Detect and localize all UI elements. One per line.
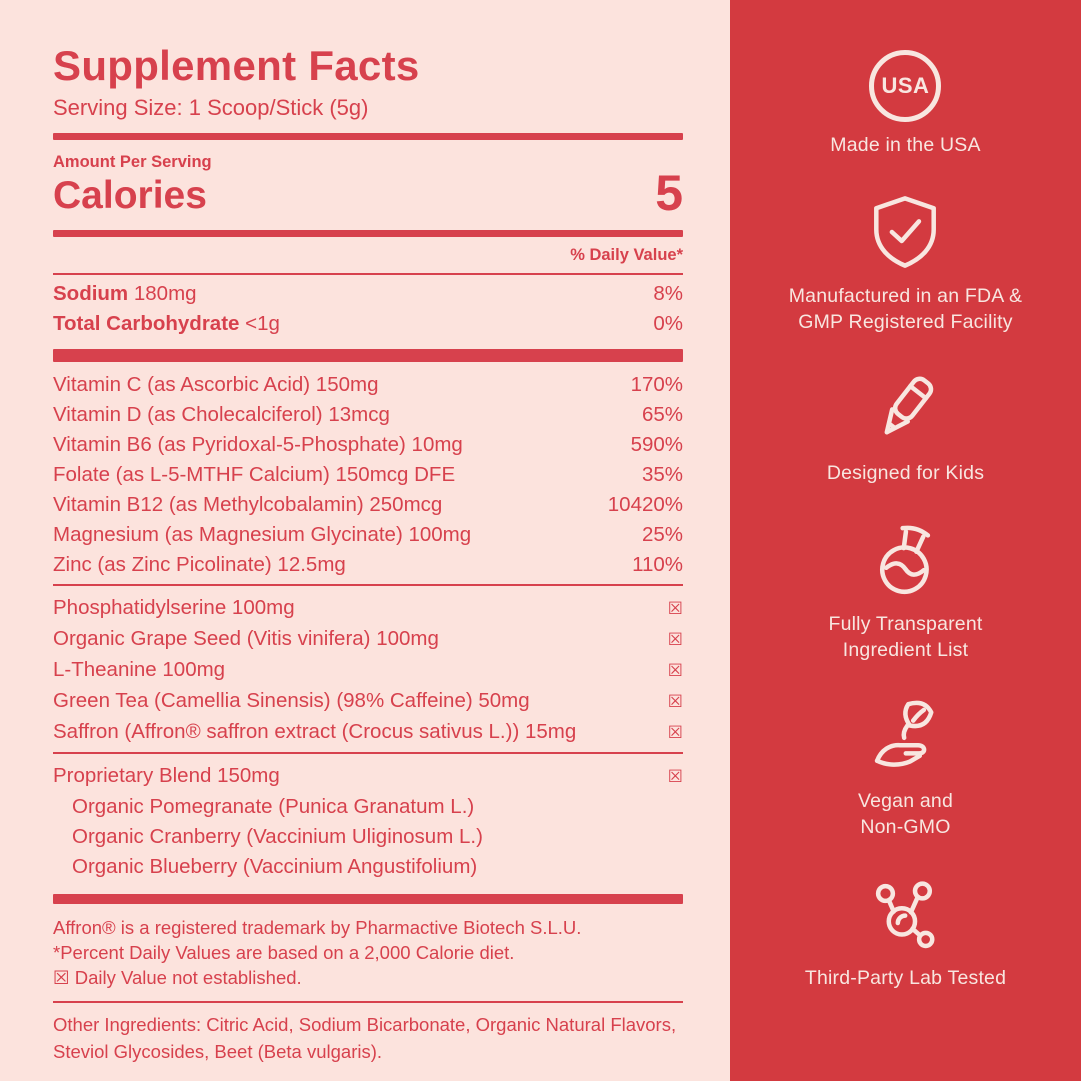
molecule-icon xyxy=(875,881,934,949)
badge-label: Designed for Kids xyxy=(826,462,985,484)
calories-label: Calories xyxy=(53,173,207,217)
nutrient-row: Zinc (as Zinc Picolinate) 12.5mg 110% xyxy=(53,550,683,580)
nutrient-row: Total Carbohydrate <1g 0% xyxy=(53,309,683,339)
botanical-rows: Phosphatidylserine 100mg ☒ Organic Grape… xyxy=(53,586,683,752)
badge-fda-gmp: Manufactured in an FDA & GMP Registered … xyxy=(789,191,1023,335)
nutrient-label: Magnesium (as Magnesium Glycinate) 100mg xyxy=(53,522,472,546)
shield-check-icon xyxy=(874,196,937,268)
nutrient-label: Vitamin C (as Ascorbic Acid) 150mg xyxy=(53,372,379,396)
nutrient-row: Vitamin B6 (as Pyridoxal-5-Phosphate) 10… xyxy=(53,430,683,460)
blend-item: Organic Pomegranate (Punica Granatum L.) xyxy=(72,794,475,818)
nutrient-dv: 25% xyxy=(641,522,683,546)
serving-size: Serving Size: 1 Scoop/Stick (5g) xyxy=(53,95,369,121)
badge-designed-for-kids: Designed for Kids xyxy=(827,368,984,486)
divider-rule xyxy=(53,583,683,586)
badge-label: Third-Party Lab Tested xyxy=(804,967,1007,989)
nutrient-label: Vitamin D (as Cholecalciferol) 13mcg xyxy=(53,402,390,426)
nutrient-label: Zinc (as Zinc Picolinate) 12.5mg xyxy=(53,552,346,576)
badge-label: Made in the USA xyxy=(830,134,981,156)
nutrient-label: Vitamin B6 (as Pyridoxal-5-Phosphate) 10… xyxy=(53,432,463,456)
footnote-line: ☒ Daily Value not established. xyxy=(53,966,302,988)
nutrient-dv: 35% xyxy=(641,462,683,486)
pencil-icon xyxy=(885,376,934,435)
badge-made-in-usa: USA Made in the USA xyxy=(830,50,981,158)
nutrient-dv: 10420% xyxy=(607,492,683,516)
nutrient-row: Phosphatidylserine 100mg ☒ xyxy=(53,593,683,624)
badge-lab-tested: Third-Party Lab Tested xyxy=(805,873,1006,991)
blend-header-row: Proprietary Blend 150mg ☒ xyxy=(53,761,683,792)
usa-circle-icon: USA xyxy=(869,50,942,122)
nutrient-label: Organic Grape Seed (Vitis vinifera) 100m… xyxy=(53,626,439,650)
badge-label: Manufactured in an FDA & GMP Registered … xyxy=(788,285,1023,333)
nutrient-dv: ☒ xyxy=(667,629,683,649)
blend-item: Organic Blueberry (Vaccinium Angustifoli… xyxy=(72,854,478,878)
nutrient-label: Vitamin B12 (as Methylcobalamin) 250mcg xyxy=(53,492,443,516)
nutrient-name-amount: Total Carbohydrate <1g xyxy=(53,311,280,335)
nutrient-dv: 8% xyxy=(653,281,683,305)
blend-section: Proprietary Blend 150mg ☒ Organic Pomegr… xyxy=(53,754,683,886)
blend-dv: ☒ xyxy=(667,766,683,786)
daily-value-header: % Daily Value* xyxy=(570,245,683,264)
badge-label: Fully Transparent Ingredient List xyxy=(828,613,983,661)
nutrient-row: Magnesium (as Magnesium Glycinate) 100mg… xyxy=(53,520,683,550)
supplement-facts-panel: Supplement Facts Serving Size: 1 Scoop/S… xyxy=(53,42,683,1062)
divider-bar-macros xyxy=(53,348,683,362)
nutrient-label: Green Tea (Camellia Sinensis) (98% Caffe… xyxy=(53,688,530,712)
footnote-line: *Percent Daily Values are based on a 2,0… xyxy=(53,941,515,963)
badge-vegan-non-gmo: Vegan and Non-GMO xyxy=(858,696,953,840)
nutrient-label: Phosphatidylserine 100mg xyxy=(53,595,295,619)
badge-panel: USA Made in the USA Manufactured in an F… xyxy=(730,0,1081,1081)
nutrient-row: L-Theanine 100mg ☒ xyxy=(53,655,683,686)
amount-per-serving-label: Amount Per Serving xyxy=(53,153,212,172)
blend-item: Organic Cranberry (Vaccinium Uliginosum … xyxy=(72,824,483,848)
nutrient-dv: ☒ xyxy=(667,598,683,618)
nutrient-label: L-Theanine 100mg xyxy=(53,657,226,681)
nutrient-dv: 170% xyxy=(630,372,683,396)
nutrient-label: Folate (as L-5-MTHF Calcium) 150mcg DFE xyxy=(53,462,456,486)
divider-rule xyxy=(53,272,683,275)
nutrient-row: Vitamin D (as Cholecalciferol) 13mcg 65% xyxy=(53,400,683,430)
nutrient-dv: 65% xyxy=(641,402,683,426)
vitamin-rows: Vitamin C (as Ascorbic Acid) 150mg 170% … xyxy=(53,362,683,584)
nutrient-name-amount: Sodium 180mg xyxy=(53,281,197,305)
nutrient-row: Organic Grape Seed (Vitis vinifera) 100m… xyxy=(53,624,683,655)
divider-bar-top xyxy=(53,133,683,141)
calories-value: 5 xyxy=(655,165,683,222)
nutrient-dv: 0% xyxy=(653,311,683,335)
nutrient-row: Saffron (Affron® saffron extract (Crocus… xyxy=(53,717,683,748)
badge-transparent-ingredients: Fully Transparent Ingredient List xyxy=(828,519,982,663)
nutrient-row: Folate (as L-5-MTHF Calcium) 150mcg DFE … xyxy=(53,460,683,490)
nutrient-dv: 110% xyxy=(632,552,683,576)
nutrient-dv: 590% xyxy=(630,432,683,456)
nutrient-row: Vitamin C (as Ascorbic Acid) 150mg 170% xyxy=(53,370,683,400)
divider-rule xyxy=(53,1000,683,1003)
nutrient-row: Sodium 180mg 8% xyxy=(53,279,683,309)
nutrient-dv: ☒ xyxy=(667,691,683,711)
facts-title: Supplement Facts xyxy=(53,42,420,89)
blend-label: Proprietary Blend 150mg xyxy=(53,763,280,787)
footnotes: Affron® is a registered trademark by Pha… xyxy=(53,915,683,990)
badge-label: Vegan and Non-GMO xyxy=(857,790,954,838)
other-ingredients: Other Ingredients: Citric Acid, Sodium B… xyxy=(53,1013,677,1062)
flask-icon xyxy=(879,525,930,595)
nutrient-dv: ☒ xyxy=(667,660,683,680)
calories-row: Calories 5 xyxy=(53,165,683,222)
hand-leaf-icon xyxy=(875,700,934,767)
divider-bar-bottom xyxy=(53,893,683,904)
footnote-line: Affron® is a registered trademark by Pha… xyxy=(53,916,582,938)
macro-rows: Sodium 180mg 8% Total Carbohydrate <1g 0… xyxy=(53,275,683,343)
nutrient-label: Saffron (Affron® saffron extract (Crocus… xyxy=(53,719,577,743)
divider-bar-calories xyxy=(53,229,683,237)
nutrient-row: Vitamin B12 (as Methylcobalamin) 250mcg … xyxy=(53,490,683,520)
nutrient-row: Green Tea (Camellia Sinensis) (98% Caffe… xyxy=(53,686,683,717)
divider-rule xyxy=(53,751,683,754)
nutrient-dv: ☒ xyxy=(667,722,683,742)
